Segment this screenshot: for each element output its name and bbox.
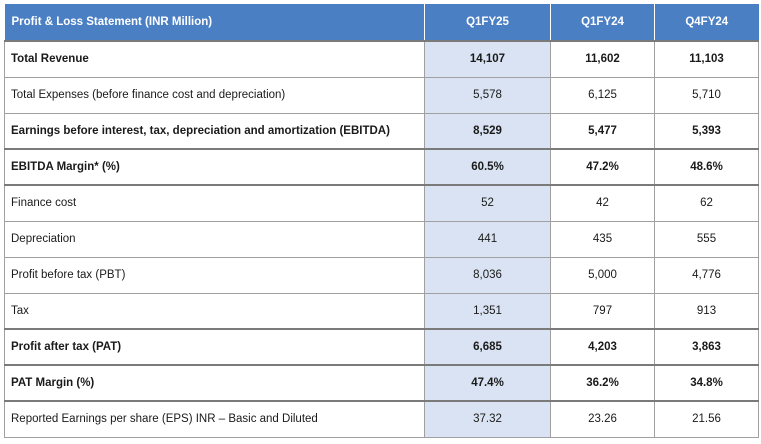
row-label: Depreciation xyxy=(4,220,425,257)
cell-q1fy24: 4,203 xyxy=(550,328,655,365)
row-eps: Reported Earnings per share (EPS) INR – … xyxy=(4,400,759,438)
row-label: EBITDA Margin* (%) xyxy=(4,148,425,185)
cell-q1fy25: 47.4% xyxy=(424,364,551,401)
cell-q1fy25: 5,578 xyxy=(424,76,551,113)
cell-q1fy25: 8,529 xyxy=(424,112,551,149)
cell-q1fy24: 5,000 xyxy=(550,256,655,293)
row-pbt: Profit before tax (PBT) 8,036 5,000 4,77… xyxy=(4,256,759,293)
cell-q4fy24: 11,103 xyxy=(654,40,759,77)
row-pat-margin: PAT Margin (%) 47.4% 36.2% 34.8% xyxy=(4,364,759,401)
cell-q4fy24: 21.56 xyxy=(654,400,759,438)
row-label: Reported Earnings per share (EPS) INR – … xyxy=(4,400,425,438)
cell-q4fy24: 4,776 xyxy=(654,256,759,293)
row-label: Profit before tax (PBT) xyxy=(4,256,425,293)
row-label: Total Revenue xyxy=(4,40,425,77)
cell-q1fy24: 36.2% xyxy=(550,364,655,401)
cell-q4fy24: 5,393 xyxy=(654,112,759,149)
row-label: Tax xyxy=(4,292,425,329)
row-tax: Tax 1,351 797 913 xyxy=(4,292,759,329)
row-label: Finance cost xyxy=(4,184,425,221)
cell-q4fy24: 5,710 xyxy=(654,76,759,113)
cell-q1fy25: 8,036 xyxy=(424,256,551,293)
cell-q4fy24: 3,863 xyxy=(654,328,759,365)
cell-q1fy25: 60.5% xyxy=(424,148,551,185)
cell-q1fy24: 797 xyxy=(550,292,655,329)
row-label: Total Expenses (before finance cost and … xyxy=(4,76,425,113)
row-ebitda-margin: EBITDA Margin* (%) 60.5% 47.2% 48.6% xyxy=(4,148,759,185)
cell-q1fy24: 47.2% xyxy=(550,148,655,185)
cell-q1fy25: 37.32 xyxy=(424,400,551,438)
row-finance-cost: Finance cost 52 42 62 xyxy=(4,184,759,221)
row-total-revenue: Total Revenue 14,107 11,602 11,103 xyxy=(4,40,759,77)
cell-q1fy25: 441 xyxy=(424,220,551,257)
row-label: Earnings before interest, tax, depreciat… xyxy=(4,112,425,149)
row-pat: Profit after tax (PAT) 6,685 4,203 3,863 xyxy=(4,328,759,365)
cell-q1fy24: 42 xyxy=(550,184,655,221)
cell-q4fy24: 555 xyxy=(654,220,759,257)
row-label: PAT Margin (%) xyxy=(4,364,425,401)
header-q1fy25: Q1FY25 xyxy=(424,4,551,41)
cell-q4fy24: 34.8% xyxy=(654,364,759,401)
row-total-expenses: Total Expenses (before finance cost and … xyxy=(4,76,759,113)
header-title: Profit & Loss Statement (INR Million) xyxy=(4,4,425,41)
row-label: Profit after tax (PAT) xyxy=(4,328,425,365)
cell-q1fy25: 14,107 xyxy=(424,40,551,77)
cell-q4fy24: 48.6% xyxy=(654,148,759,185)
header-q1fy24: Q1FY24 xyxy=(550,4,655,41)
cell-q1fy24: 23.26 xyxy=(550,400,655,438)
header-q4fy24: Q4FY24 xyxy=(654,4,759,41)
cell-q4fy24: 913 xyxy=(654,292,759,329)
cell-q1fy25: 52 xyxy=(424,184,551,221)
row-depreciation: Depreciation 441 435 555 xyxy=(4,220,759,257)
header-row: Profit & Loss Statement (INR Million) Q1… xyxy=(4,4,759,41)
cell-q1fy25: 6,685 xyxy=(424,328,551,365)
cell-q1fy24: 435 xyxy=(550,220,655,257)
cell-q4fy24: 62 xyxy=(654,184,759,221)
row-ebitda: Earnings before interest, tax, depreciat… xyxy=(4,112,759,149)
cell-q1fy24: 11,602 xyxy=(550,40,655,77)
cell-q1fy24: 5,477 xyxy=(550,112,655,149)
cell-q1fy24: 6,125 xyxy=(550,76,655,113)
pnl-table: Profit & Loss Statement (INR Million) Q1… xyxy=(4,4,759,438)
cell-q1fy25: 1,351 xyxy=(424,292,551,329)
